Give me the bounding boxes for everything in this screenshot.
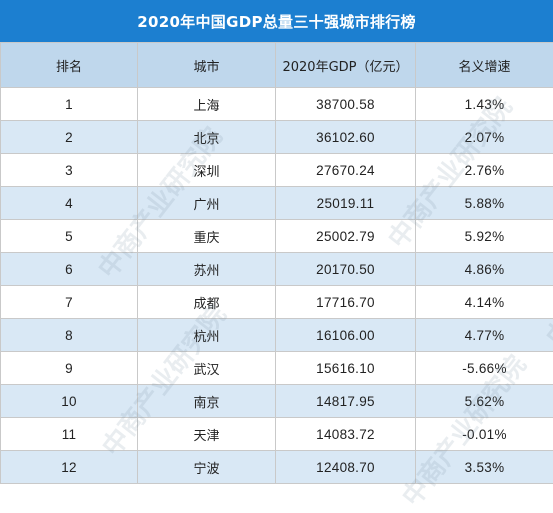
cell-city: 成都 [138,286,276,319]
header-rank: 排名 [1,43,138,88]
cell-rank: 3 [1,154,138,187]
cell-city: 南京 [138,385,276,418]
cell-city: 北京 [138,121,276,154]
cell-rank: 5 [1,220,138,253]
header-city: 城市 [138,43,276,88]
cell-growth: -5.66% [416,352,553,385]
cell-gdp: 25002.79 [276,220,416,253]
cell-gdp: 20170.50 [276,253,416,286]
cell-city: 深圳 [138,154,276,187]
cell-gdp: 27670.24 [276,154,416,187]
cell-city: 武汉 [138,352,276,385]
cell-gdp: 12408.70 [276,451,416,484]
cell-city: 苏州 [138,253,276,286]
cell-gdp: 38700.58 [276,88,416,121]
cell-city: 上海 [138,88,276,121]
cell-gdp: 25019.11 [276,187,416,220]
cell-rank: 12 [1,451,138,484]
cell-growth: 5.92% [416,220,553,253]
cell-rank: 4 [1,187,138,220]
cell-rank: 2 [1,121,138,154]
cell-growth: 4.77% [416,319,553,352]
cell-gdp: 14083.72 [276,418,416,451]
cell-gdp: 17716.70 [276,286,416,319]
table-title: 2020年中国GDP总量三十强城市排行榜 [0,0,553,42]
cell-city: 宁波 [138,451,276,484]
cell-gdp: 16106.00 [276,319,416,352]
cell-city: 重庆 [138,220,276,253]
cell-growth: 4.86% [416,253,553,286]
cell-growth: 5.88% [416,187,553,220]
header-gdp: 2020年GDP（亿元） [276,43,416,88]
cell-growth: 5.62% [416,385,553,418]
cell-rank: 7 [1,286,138,319]
header-row: 排名 城市 2020年GDP（亿元） 名义增速 [1,43,553,88]
cell-growth: 2.76% [416,154,553,187]
cell-gdp: 14817.95 [276,385,416,418]
cell-rank: 11 [1,418,138,451]
cell-rank: 10 [1,385,138,418]
header-growth: 名义增速 [416,43,553,88]
cell-growth: 2.07% [416,121,553,154]
cell-rank: 9 [1,352,138,385]
cell-gdp: 15616.10 [276,352,416,385]
cell-city: 杭州 [138,319,276,352]
cell-growth: 3.53% [416,451,553,484]
cell-rank: 8 [1,319,138,352]
cell-rank: 1 [1,88,138,121]
cell-city: 广州 [138,187,276,220]
cell-rank: 6 [1,253,138,286]
cell-growth: 1.43% [416,88,553,121]
cell-growth: 4.14% [416,286,553,319]
cell-gdp: 36102.60 [276,121,416,154]
cell-growth: -0.01% [416,418,553,451]
cell-city: 天津 [138,418,276,451]
